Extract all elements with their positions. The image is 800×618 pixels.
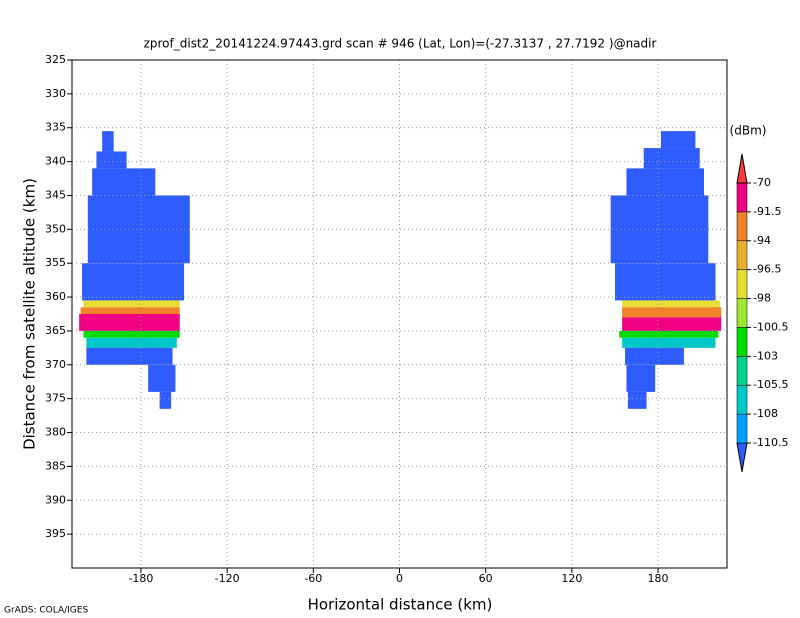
cell bbox=[92, 168, 156, 196]
cell bbox=[643, 148, 700, 169]
cell bbox=[87, 195, 190, 264]
colorbar-label: -100.5 bbox=[753, 320, 788, 333]
cell bbox=[622, 300, 720, 308]
cell bbox=[622, 307, 722, 318]
y-axis-label: Distance from satellite altitude (km) bbox=[21, 178, 39, 450]
colorbar-label: -105.5 bbox=[753, 378, 788, 391]
x-tick-label: -60 bbox=[304, 572, 322, 585]
cell bbox=[86, 347, 173, 365]
cell bbox=[660, 131, 696, 149]
colorbar-label: -103 bbox=[753, 349, 778, 362]
colorbar-label: -96.5 bbox=[753, 263, 781, 276]
y-tick-label: 335 bbox=[45, 121, 66, 134]
cell bbox=[627, 391, 647, 409]
chart-title: zprof_dist2_20141224.97443.grd scan # 94… bbox=[144, 37, 657, 51]
colorbar-band bbox=[736, 269, 748, 299]
y-tick-label: 385 bbox=[45, 459, 66, 472]
cell bbox=[83, 330, 180, 338]
cell bbox=[614, 263, 716, 301]
cell bbox=[622, 337, 716, 348]
colorbar-band bbox=[736, 240, 748, 270]
cell bbox=[626, 168, 705, 196]
colorbar-label: -94 bbox=[753, 234, 771, 247]
colorbar-low bbox=[736, 442, 748, 473]
x-tick-label: 0 bbox=[396, 572, 403, 585]
cell bbox=[626, 364, 656, 392]
colorbar-unit: (dBm) bbox=[730, 124, 767, 138]
colorbar-band bbox=[736, 211, 748, 242]
cell bbox=[83, 300, 180, 308]
cell bbox=[619, 330, 719, 338]
y-tick-label: 360 bbox=[45, 290, 66, 303]
cell bbox=[148, 364, 176, 392]
colorbar-label: -110.5 bbox=[753, 436, 788, 449]
cell bbox=[96, 151, 127, 169]
y-tick-label: 345 bbox=[45, 188, 66, 201]
y-tick-label: 380 bbox=[45, 426, 66, 439]
y-tick-label: 375 bbox=[45, 392, 66, 405]
y-tick-label: 395 bbox=[45, 527, 66, 540]
x-tick-label: -120 bbox=[215, 572, 240, 585]
x-tick-label: 180 bbox=[648, 572, 669, 585]
y-tick-label: 350 bbox=[45, 222, 66, 235]
footer: GrADS: COLA/IGES bbox=[4, 606, 88, 616]
cell bbox=[622, 317, 722, 331]
cell bbox=[159, 391, 172, 409]
colorbar-high bbox=[736, 153, 748, 184]
cell bbox=[625, 347, 684, 365]
colorbar-label: -108 bbox=[753, 407, 778, 420]
y-tick-label: 325 bbox=[45, 53, 66, 66]
y-tick-label: 340 bbox=[45, 155, 66, 168]
x-tick-label: 60 bbox=[479, 572, 493, 585]
cell bbox=[86, 337, 177, 348]
cell bbox=[610, 195, 709, 264]
x-tick-label: 120 bbox=[561, 572, 582, 585]
colorbar-label: -91.5 bbox=[753, 205, 781, 218]
cell bbox=[102, 131, 114, 152]
y-tick-label: 370 bbox=[45, 358, 66, 371]
x-tick-label: -180 bbox=[128, 572, 153, 585]
y-tick-label: 330 bbox=[45, 87, 66, 100]
colorbar-label: -98 bbox=[753, 292, 771, 305]
colorbar-band bbox=[736, 413, 748, 444]
colorbar-label: -70 bbox=[753, 176, 771, 189]
plot-frame bbox=[71, 59, 728, 569]
y-tick-label: 355 bbox=[45, 256, 66, 269]
colorbar-band bbox=[736, 182, 748, 213]
cell bbox=[80, 307, 180, 314]
x-axis-label: Horizontal distance (km) bbox=[308, 596, 493, 614]
y-tick-label: 365 bbox=[45, 324, 66, 337]
colorbar-band bbox=[736, 298, 748, 328]
colorbar-band bbox=[736, 327, 748, 357]
colorbar-band bbox=[736, 356, 748, 386]
cell bbox=[82, 263, 185, 301]
colorbar-band bbox=[736, 384, 748, 415]
y-tick-label: 390 bbox=[45, 493, 66, 506]
cell bbox=[79, 314, 180, 331]
